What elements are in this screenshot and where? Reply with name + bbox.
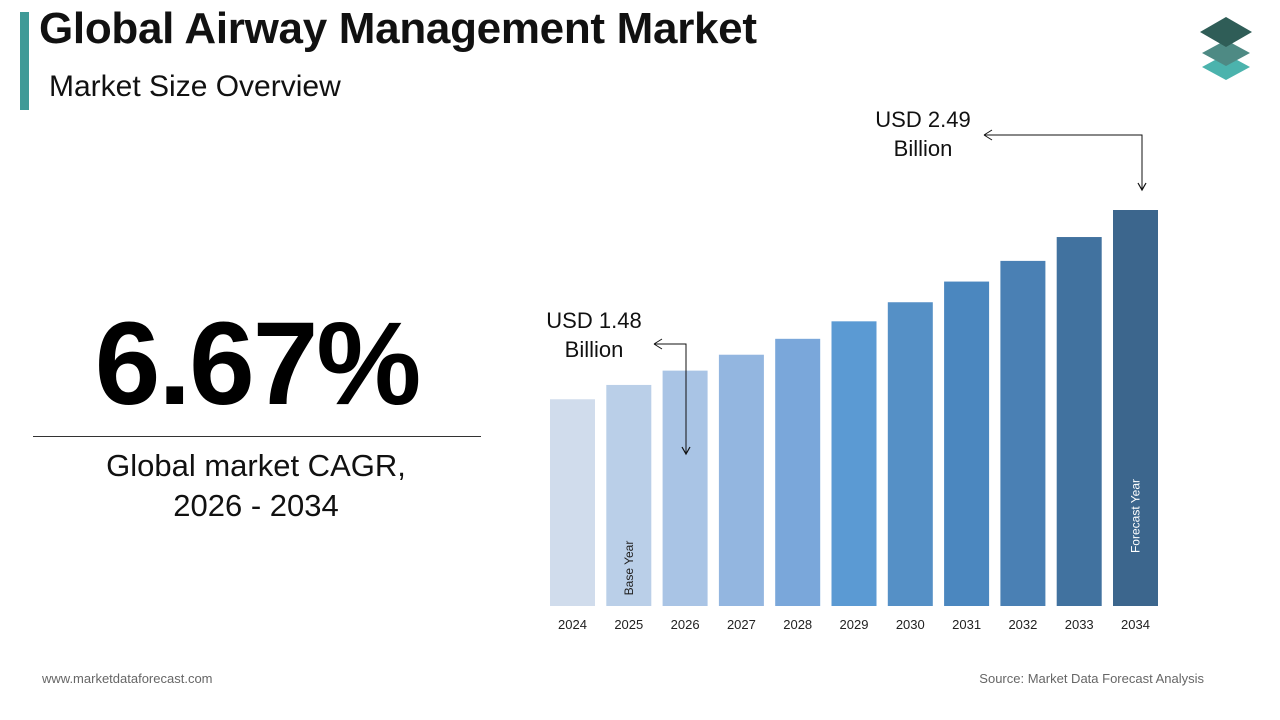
bar-2030: [887, 302, 933, 606]
bar-2028: [775, 338, 821, 606]
callout-start-arrow-tail: [653, 338, 663, 345]
bar-2027: [718, 354, 764, 606]
x-tick-label-2025: 2025: [614, 617, 643, 632]
callout-start-line2: Billion: [565, 337, 624, 362]
callout-start-line1: USD 1.48: [546, 308, 641, 333]
bar-2026: [662, 370, 708, 606]
callout-start-arrow-tail-b: [653, 343, 663, 350]
bar-2025: [606, 384, 652, 606]
stacked-layers-logo: [1200, 17, 1252, 80]
x-tick-label-2032: 2032: [1008, 617, 1037, 632]
callout-end-arrow: [984, 134, 1147, 192]
logo-layer-top: [1200, 17, 1252, 47]
bar-2033: [1056, 237, 1102, 607]
x-tick-label-2034: 2034: [1121, 617, 1150, 632]
bar-annotation-2034: Forecast Year: [1129, 479, 1143, 553]
callout-end-line1: USD 2.49: [875, 107, 970, 132]
footer-website: www.marketdataforecast.com: [42, 671, 213, 686]
callout-end-line2: Billion: [894, 136, 953, 161]
logo-layer-middle: [1202, 40, 1250, 66]
x-tick-label-2033: 2033: [1065, 617, 1094, 632]
x-tick-label-2024: 2024: [558, 617, 587, 632]
cagr-caption: Global market CAGR, 2026 - 2034: [32, 446, 480, 526]
bar-2034: [1113, 210, 1158, 606]
bar-annotation-2025: Base Year: [622, 541, 636, 596]
page-subtitle: Market Size Overview: [49, 70, 341, 103]
footer-source: Source: Market Data Forecast Analysis: [979, 671, 1204, 686]
cagr-caption-line2: 2026 - 2034: [173, 488, 339, 523]
x-tick-label-2030: 2030: [896, 617, 925, 632]
page-title: Global Airway Management Market: [39, 4, 757, 53]
callout-end-arrow-tail-b: [983, 134, 993, 141]
bar-2024: [550, 399, 595, 606]
x-tick-label-2031: 2031: [952, 617, 981, 632]
x-tick-label-2027: 2027: [727, 617, 756, 632]
bar-2029: [831, 321, 877, 606]
bar-2032: [1000, 260, 1046, 606]
cagr-value: 6.67%: [94, 298, 422, 430]
cagr-divider: [33, 436, 481, 437]
callout-start-arrow: [654, 343, 691, 456]
x-tick-label-2026: 2026: [671, 617, 700, 632]
callout-end-arrow-tail: [983, 129, 993, 136]
logo-layer-bottom: [1202, 54, 1250, 80]
x-tick-label-2028: 2028: [783, 617, 812, 632]
title-accent-bar: [20, 12, 29, 110]
bar-2031: [944, 281, 990, 606]
x-tick-label-2029: 2029: [840, 617, 869, 632]
cagr-caption-line1: Global market CAGR,: [106, 448, 406, 483]
